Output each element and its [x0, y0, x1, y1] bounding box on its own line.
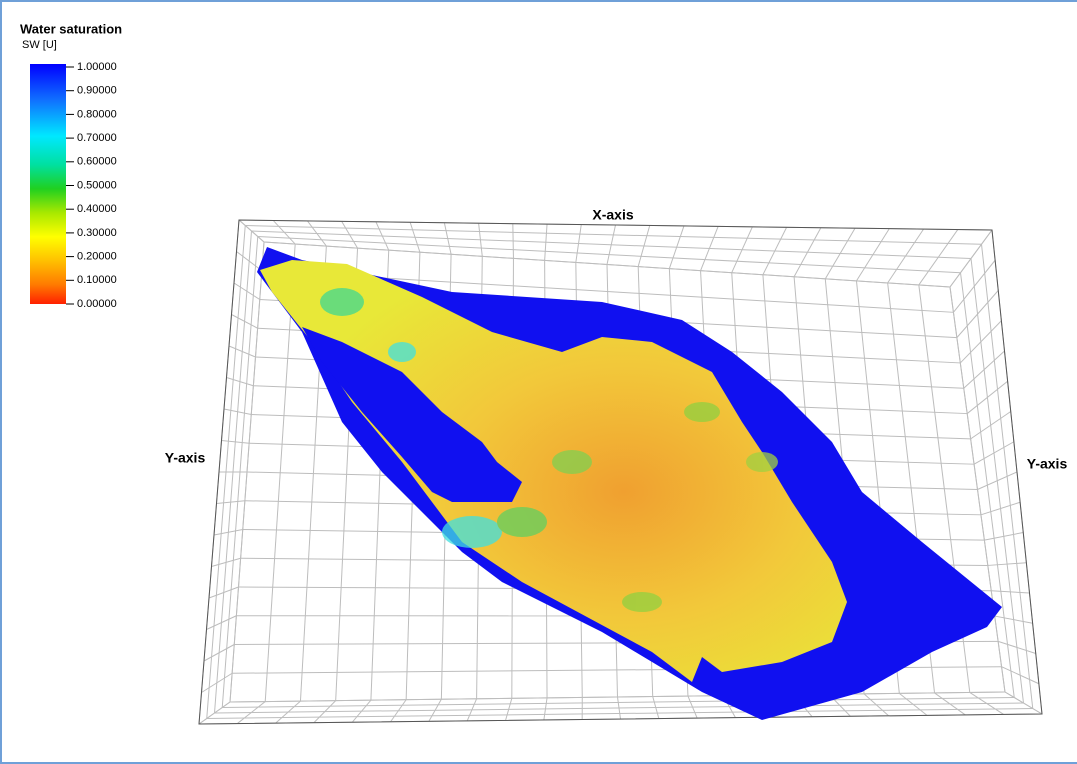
color-bar	[30, 64, 66, 304]
legend-tick-label: 0.30000	[77, 227, 117, 239]
legend-tick-label: 0.50000	[77, 179, 117, 191]
legend-title: Water saturation	[20, 21, 122, 36]
box-outline	[198, 219, 1043, 725]
grid-line	[245, 225, 982, 245]
grid-line	[229, 241, 265, 703]
surface-oil	[260, 260, 847, 682]
legend-tick-label: 0.80000	[77, 108, 117, 120]
grid-line	[222, 697, 1015, 708]
grid-line	[263, 241, 951, 288]
grid-line	[214, 230, 252, 714]
grid-line	[970, 258, 1024, 704]
grid-line	[214, 702, 1024, 714]
legend-tick-label: 0.60000	[77, 156, 117, 168]
grid-line	[949, 286, 1006, 693]
grid-line	[229, 691, 1006, 703]
legend-tick-label: 0.90000	[77, 85, 117, 97]
legend-tick-label: 0.20000	[77, 251, 117, 263]
legend-tick-label: 0.10000	[77, 274, 117, 286]
surface-lake	[302, 327, 522, 502]
legend-tick-label: 0.00000	[77, 298, 117, 310]
legend-unit: SW [U]	[22, 39, 57, 51]
grid-line	[981, 244, 1034, 709]
grid-line	[221, 236, 259, 708]
grid-line	[257, 236, 961, 274]
surface-blobs	[320, 288, 778, 612]
y-axis-label: Y-axis	[1027, 456, 1068, 472]
grid-line	[206, 225, 246, 719]
legend-tick-label: 0.40000	[77, 203, 117, 215]
grid-line	[206, 708, 1033, 719]
y-axis-label: Y-axis	[165, 450, 206, 466]
grid-line	[251, 230, 972, 259]
grid-line	[960, 272, 1015, 698]
x-axis-label: X-axis	[592, 207, 633, 223]
legend-tick-label: 1.00000	[77, 61, 117, 73]
legend-tick-label: 0.70000	[77, 132, 117, 144]
